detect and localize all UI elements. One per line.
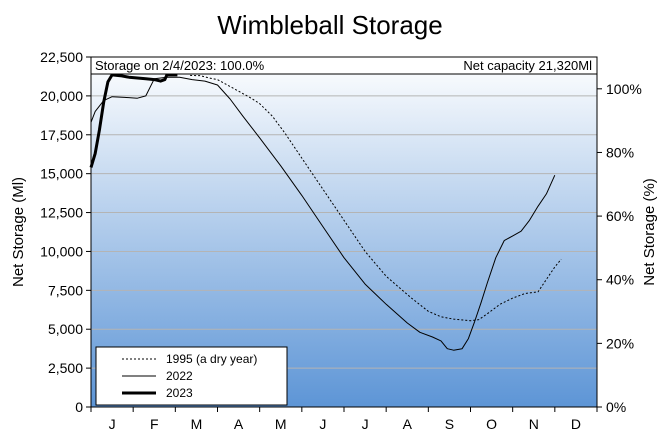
plot-border <box>90 56 598 408</box>
y-tick-label: 22,500 <box>40 49 83 65</box>
y2-tick-label: 0% <box>606 399 626 415</box>
series-line <box>89 73 178 168</box>
y-tick-label: 12,500 <box>40 205 83 221</box>
y-tick-label: 2,500 <box>48 360 83 376</box>
y2-tick-label: 100% <box>606 81 642 97</box>
y2-tick-label: 60% <box>606 208 634 224</box>
x-tick-label: D <box>571 416 581 432</box>
x-tick-label: J <box>362 416 369 432</box>
x-tick-label: J <box>319 416 326 432</box>
y2-tick-label: 20% <box>606 335 634 351</box>
x-tick-label: N <box>529 416 539 432</box>
y2-axis-ticks: 0% 20% 40% 60% 80% 100% <box>597 81 642 415</box>
x-tick-label: M <box>275 416 287 432</box>
y-tick-label: 7,500 <box>48 282 83 298</box>
y-axis-ticks: 0 2,500 5,000 7,500 10,000 12,500 15,000 17,500… <box>40 49 91 415</box>
y-tick-label: 5,000 <box>48 321 83 337</box>
x-tick-label: J <box>109 416 116 432</box>
legend: 1995 (a dry year) 2022 2023 <box>95 346 288 406</box>
legend-entry: 2022 <box>166 369 193 383</box>
chart-title: Wimbleball Storage <box>217 10 442 40</box>
series-group <box>89 73 562 351</box>
legend-entry: 2023 <box>166 386 193 400</box>
x-tick-label: A <box>234 416 244 432</box>
series-line <box>190 74 562 322</box>
series-line <box>90 76 556 351</box>
y-tick-label: 17,500 <box>40 127 83 143</box>
y-tick-label: 10,000 <box>40 243 83 259</box>
x-tick-label: F <box>150 416 159 432</box>
y2-axis-label: Net Storage (%) <box>641 178 658 286</box>
y2-tick-label: 40% <box>606 272 634 288</box>
legend-entry: 1995 (a dry year) <box>166 352 257 366</box>
y-tick-label: 0 <box>75 399 83 415</box>
y-axis-label: Net Storage (Ml) <box>10 177 27 287</box>
x-tick-label: O <box>486 416 497 432</box>
y-tick-label: 20,000 <box>40 88 83 104</box>
annotation-net-capacity: Net capacity 21,320Ml <box>463 58 592 73</box>
y2-tick-label: 80% <box>606 144 634 160</box>
x-tick-label: M <box>191 416 203 432</box>
x-tick-label: A <box>403 416 413 432</box>
x-tick-label: S <box>445 416 454 432</box>
annotation-storage-date: Storage on 2/4/2023: 100.0% <box>95 58 265 73</box>
y-tick-label: 15,000 <box>40 166 83 182</box>
